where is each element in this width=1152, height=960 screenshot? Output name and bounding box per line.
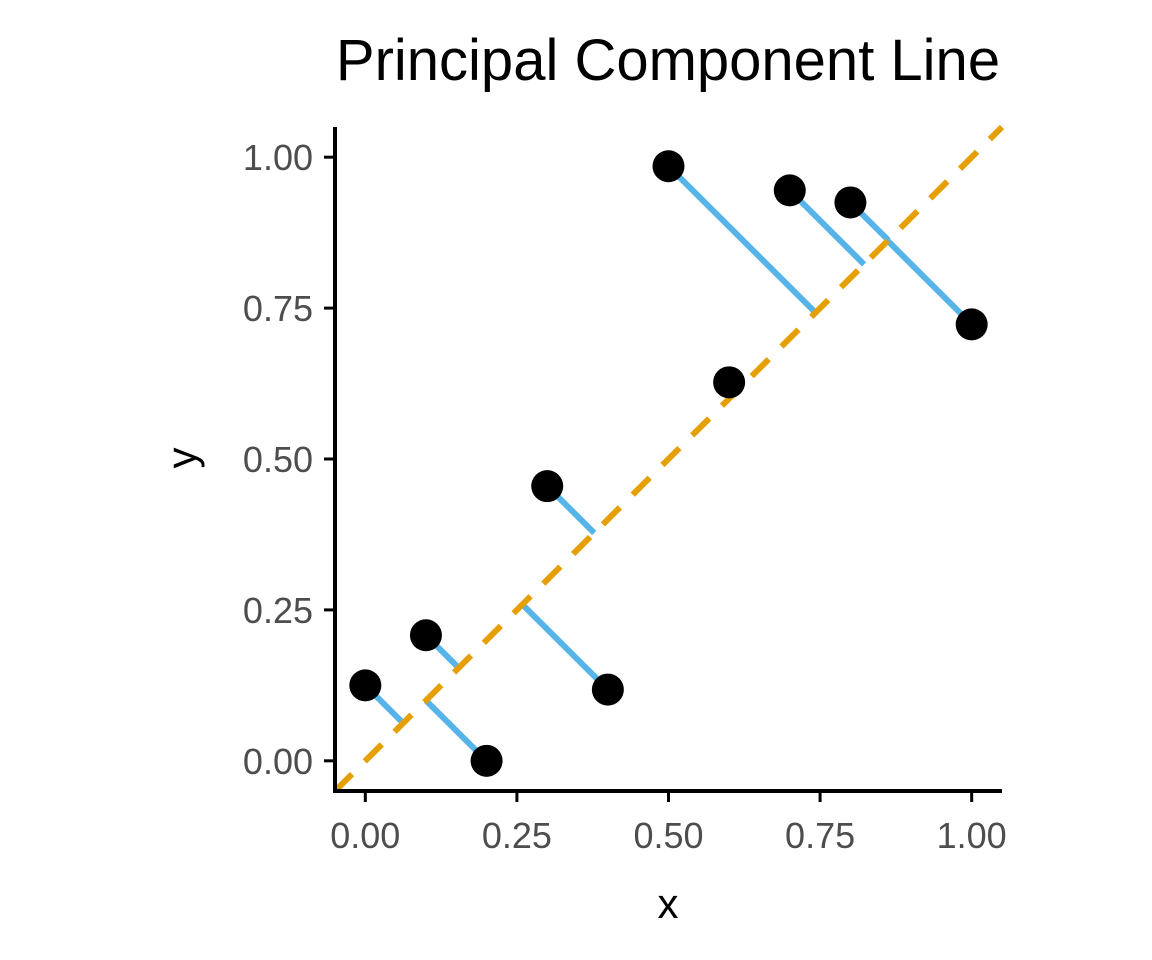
y-tick-label-3: 0.75 [243, 288, 313, 329]
data-point-7 [773, 174, 806, 207]
y-tick-label-1: 0.25 [243, 590, 313, 631]
x-tick-label-0: 0.00 [330, 815, 400, 856]
data-points [349, 150, 988, 777]
residual-line-5 [666, 164, 818, 315]
x-axis-ticks: 0.00 0.25 0.50 0.75 1.00 [330, 791, 1007, 856]
x-tick-label-3: 0.75 [785, 815, 855, 856]
data-point-0 [349, 669, 382, 702]
data-point-4 [591, 673, 624, 706]
data-point-6 [713, 366, 746, 399]
y-axis-label: y [158, 448, 205, 469]
y-axis-ticks: 0.00 0.25 0.50 0.75 1.00 [243, 137, 335, 782]
chart-title: Principal Component Line [336, 28, 1000, 93]
data-point-9 [955, 308, 988, 341]
data-point-8 [834, 186, 867, 219]
y-tick-label-4: 1.00 [243, 137, 313, 178]
y-tick-label-2: 0.50 [243, 439, 313, 480]
data-point-3 [531, 470, 564, 503]
residual-line-7 [787, 188, 867, 267]
x-tick-label-4: 1.00 [937, 815, 1007, 856]
x-tick-label-2: 0.50 [633, 815, 703, 856]
y-tick-label-0: 0.00 [243, 741, 313, 782]
x-axis-label: x [658, 880, 679, 927]
data-point-2 [470, 744, 503, 777]
data-point-1 [409, 619, 442, 652]
residual-line-4 [520, 602, 610, 692]
x-tick-label-1: 0.25 [482, 815, 552, 856]
data-point-5 [652, 150, 685, 183]
plot-area [332, 124, 1005, 794]
residual-line-9 [885, 238, 974, 327]
principal-component-line [332, 124, 1005, 794]
